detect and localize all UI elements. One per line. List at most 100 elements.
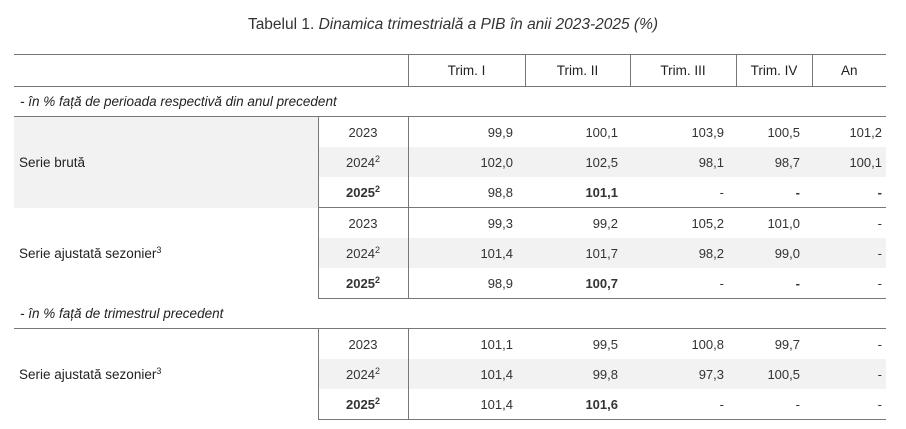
series-label-text: Serie brută (19, 154, 86, 170)
value-cell: - (812, 389, 886, 420)
series-label-text: Serie ajustată sezonier (19, 366, 157, 382)
value-cell: - (630, 177, 736, 208)
section-title: - în % față de trimestrul precedent (14, 298, 886, 329)
year-cell: 2023 (318, 207, 409, 238)
table-row: 20242 101,4 99,8 97,3 100,5- (14, 359, 886, 389)
value-cell: 99,9 (408, 116, 525, 147)
year-footnote: 2 (374, 183, 380, 194)
value-cell: - (812, 328, 886, 359)
value-cell: 100,8 (630, 328, 736, 359)
value-cell: 100,5 (736, 116, 812, 147)
value-cell: - (736, 389, 812, 420)
value-cell: 98,8 (408, 177, 525, 208)
header-q3: Trim. III (629, 54, 736, 87)
value-cell: 101,7 (525, 238, 630, 268)
value-cell: - (812, 207, 886, 238)
value-cell: 101,1 (525, 177, 630, 208)
gdp-dynamics-table: Trim. I Trim. II Trim. III Trim. IV An -… (14, 54, 886, 420)
year-text: 2024 (346, 245, 375, 261)
series-label: Serie ajustată sezonier3 (14, 328, 319, 420)
year-text: 2025 (346, 396, 375, 412)
year-footnote: 2 (374, 365, 380, 376)
year-text: 2024 (346, 366, 375, 382)
value-cell: - (630, 268, 736, 299)
value-cell: 100,5 (736, 359, 812, 389)
series-label-footnote: 3 (156, 244, 162, 255)
year-text: 2024 (346, 154, 375, 170)
value-cell: 99,3 (408, 207, 525, 238)
series-label: Serie brută (14, 116, 319, 208)
value-cell: 101,4 (408, 359, 525, 389)
value-cell: 98,1 (630, 147, 736, 177)
value-cell: 103,9 (630, 116, 736, 147)
table-row: Serie ajustată sezonier3 2023 101,1 99,5 100… (14, 328, 886, 420)
value-cell: 102,0 (408, 147, 525, 177)
table-row: 20242 102,0 102,5 98,1 98,7 100,1 (14, 147, 886, 177)
section-title: - în % față de perioada respectivă din a… (14, 86, 886, 117)
header-blank (14, 54, 408, 87)
value-cell: 99,8 (525, 359, 630, 389)
year-cell: 20242 (318, 147, 409, 177)
value-cell: 99,5 (525, 328, 630, 359)
year-text: 2023 (348, 124, 378, 140)
table-row: Serie ajustată sezonier3 2023 99,3 99,2 105,… (14, 207, 886, 299)
year-text: 2023 (348, 215, 378, 231)
value-cell: 97,3 (630, 359, 736, 389)
series-label: Serie ajustată sezonier3 (14, 207, 319, 299)
year-cell: 2023 (318, 328, 409, 359)
series-label-footnote: 3 (156, 365, 162, 376)
value-cell: - (812, 177, 886, 208)
section-row: - în % față de perioada respectivă din a… (14, 86, 886, 117)
value-cell: 105,2 (630, 207, 736, 238)
value-cell: 99,0 (736, 238, 812, 268)
value-cell: 99,2 (525, 207, 630, 238)
year-footnote: 2 (374, 274, 380, 285)
value-cell: 100,1 (812, 147, 886, 177)
header-q1: Trim. I (407, 54, 525, 87)
header-q4: Trim. IV (735, 54, 812, 87)
header-year: An (811, 54, 886, 87)
value-cell: - (736, 268, 812, 299)
value-cell: 98,7 (736, 147, 812, 177)
year-text: 2023 (348, 336, 378, 352)
value-cell: 100,1 (525, 116, 630, 147)
value-cell: - (812, 238, 886, 268)
value-cell: - (630, 389, 736, 420)
table-row: 20252 98,9 100,7- - - (14, 268, 886, 299)
caption-prefix: Tabelul 1. (247, 16, 315, 33)
caption-title: Dinamica trimestrială a PIB în anii 2023… (318, 16, 659, 33)
value-cell: 101,1 (408, 328, 525, 359)
value-cell: - (812, 268, 886, 299)
year-text: 2025 (346, 184, 375, 200)
value-cell: 100,7 (525, 268, 630, 299)
value-cell: 101,4 (408, 389, 525, 420)
year-cell: 20242 (318, 238, 409, 268)
year-cell: 2023 (318, 116, 409, 147)
year-footnote: 2 (374, 395, 380, 406)
value-cell: - (736, 177, 812, 208)
value-cell: 102,5 (525, 147, 630, 177)
year-footnote: 2 (374, 153, 380, 164)
value-cell: 101,4 (408, 238, 525, 268)
year-cell: 20252 (318, 177, 409, 208)
table-caption: Tabelul 1. Dinamica trimestrială a PIB î… (0, 16, 906, 34)
table-body: - în % față de perioada respectivă din a… (14, 86, 886, 420)
table-row: Serie brută 2023 99,9 100,1 103,9 100,5 101,2 (14, 116, 886, 208)
value-cell: 101,0 (736, 207, 812, 238)
year-footnote: 2 (374, 244, 380, 255)
value-cell: - (812, 359, 886, 389)
value-cell: 101,2 (812, 116, 886, 147)
year-text: 2025 (346, 275, 375, 291)
header-q2: Trim. II (524, 54, 630, 87)
table-row: 20252 101,4 101,6- - - (14, 389, 886, 420)
value-cell: 98,2 (630, 238, 736, 268)
year-cell: 20242 (318, 359, 409, 389)
table-row: 20242 101,4 101,7 98,2 99,0- (14, 238, 886, 268)
year-cell: 20252 (318, 389, 409, 420)
table-row: 20252 98,8 101,1- - - (14, 177, 886, 208)
value-cell: 101,6 (525, 389, 630, 420)
series-label-text: Serie ajustată sezonier (19, 245, 157, 261)
section-row: - în % față de trimestrul precedent (14, 298, 886, 329)
header-row: Trim. I Trim. II Trim. III Trim. IV An (14, 54, 886, 87)
year-cell: 20252 (318, 268, 409, 299)
